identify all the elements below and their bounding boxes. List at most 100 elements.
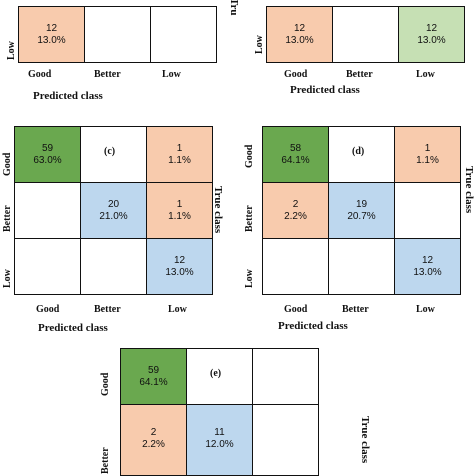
matrix-cell: 2 2.2%	[120, 404, 187, 476]
x-tick-label: Good	[28, 69, 52, 80]
cell-count: 2	[292, 198, 299, 210]
matrix-cell	[394, 182, 461, 239]
y-axis-label: True class	[212, 186, 224, 234]
matrix-cell	[252, 348, 319, 405]
cell-value: 59 64.1%	[121, 365, 186, 389]
matrix-cell	[80, 238, 147, 295]
cell-value: 12 13.0%	[395, 255, 460, 279]
cell-count: 12	[421, 254, 434, 266]
matrix-cell: 1 1.1%	[146, 182, 213, 239]
x-axis-label: Predicted class	[33, 90, 103, 102]
cell-count: 12	[173, 254, 186, 266]
cell-percent: 13.0%	[417, 34, 446, 46]
cell-value: 1 1.1%	[147, 199, 212, 223]
y-axis-label: True class	[359, 416, 371, 464]
cell-percent: 12.0%	[205, 439, 234, 450]
cell-value: 1 1.1%	[395, 143, 460, 167]
cell-value: 59 63.0%	[15, 143, 80, 167]
x-tick-label: Better	[342, 304, 369, 315]
y-tick-label: Better	[2, 205, 13, 232]
y-tick-label: Good	[100, 372, 111, 396]
matrix-cell	[252, 404, 319, 476]
panel-tag: (e)	[210, 368, 222, 379]
cell-percent: 1.1%	[168, 210, 191, 222]
cell-percent: 21.0%	[99, 210, 128, 222]
matrix-cell: 1 1.1%	[394, 126, 461, 183]
cell-count: 19	[355, 198, 368, 210]
matrix-cell: 59 64.1%	[120, 348, 187, 405]
matrix-cell: 12 13.0%	[394, 238, 461, 295]
x-tick-label: Good	[284, 69, 308, 80]
cell-count: 2	[150, 427, 157, 438]
cell-value: 12 13.0%	[147, 255, 212, 279]
cell-value: 2 2.2%	[121, 427, 186, 451]
y-tick-label: Low	[244, 269, 255, 288]
x-tick-label: Low	[162, 69, 181, 80]
cell-count: 1	[424, 142, 431, 154]
cell-percent: 13.0%	[413, 266, 442, 278]
x-tick-label: Low	[168, 304, 187, 315]
x-tick-label: Better	[94, 304, 121, 315]
cell-value: 19 20.7%	[329, 199, 394, 223]
cell-percent: 13.0%	[37, 34, 66, 46]
y-tick-label: Low	[2, 269, 13, 288]
panel-tag: (d)	[352, 146, 365, 157]
matrix-cell: 11 12.0%	[186, 404, 253, 476]
matrix-cell: 1 1.1%	[146, 126, 213, 183]
matrix-cell	[84, 6, 151, 63]
matrix-cell	[328, 238, 395, 295]
cell-count: 59	[41, 142, 54, 154]
matrix-cell: 2 2.2%	[262, 182, 329, 239]
cell-percent: 2.2%	[284, 210, 307, 222]
cell-count: 20	[107, 198, 120, 210]
cell-value: 12 13.0%	[19, 23, 84, 47]
cell-value: 12 13.0%	[267, 23, 332, 47]
x-axis-label: Predicted class	[278, 320, 348, 332]
matrix-cell: 12 13.0%	[398, 6, 465, 63]
cell-count: 12	[45, 22, 58, 34]
x-tick-label: Better	[94, 69, 121, 80]
cell-count: 59	[147, 364, 160, 376]
matrix-cell	[262, 238, 329, 295]
x-tick-label: Good	[36, 304, 60, 315]
cell-percent: 64.1%	[281, 154, 310, 166]
x-tick-label: Better	[346, 69, 373, 80]
cell-percent: 13.0%	[285, 34, 314, 46]
cell-percent: 1.1%	[416, 154, 439, 166]
x-axis-label: Predicted class	[290, 84, 360, 96]
matrix-cell	[80, 126, 147, 183]
matrix-cell: 59 63.0%	[14, 126, 81, 183]
matrix-cell	[14, 238, 81, 295]
matrix-cell: 20 21.0%	[80, 182, 147, 239]
panel-tag: (c)	[104, 146, 116, 157]
cell-count: 12	[425, 22, 438, 34]
cell-count: 58	[289, 142, 302, 154]
cell-count: 11	[214, 427, 225, 438]
y-tick-label: Low	[254, 35, 265, 54]
y-tick-label: Better	[244, 205, 255, 232]
matrix-cell	[332, 6, 399, 63]
x-tick-label: Good	[284, 304, 308, 315]
cell-count: 1	[176, 198, 183, 210]
cell-percent: 20.7%	[347, 210, 376, 222]
x-tick-label: Low	[416, 69, 435, 80]
cell-count: 1	[176, 142, 183, 154]
cell-percent: 2.2%	[142, 439, 165, 450]
matrix-cell: 12 13.0%	[266, 6, 333, 63]
x-axis-label: Predicted class	[38, 322, 108, 334]
matrix-cell: 12 13.0%	[146, 238, 213, 295]
matrix-cell	[14, 182, 81, 239]
cell-value: 12 13.0%	[399, 23, 464, 47]
cell-count: 12	[293, 22, 306, 34]
matrix-cell: 12 13.0%	[18, 6, 85, 63]
y-axis-label: True class	[463, 166, 474, 214]
cell-value: 11 12.0%	[187, 427, 252, 451]
cell-percent: 1.1%	[168, 154, 191, 166]
matrix-cell: 58 64.1%	[262, 126, 329, 183]
cell-percent: 63.0%	[33, 154, 62, 166]
x-tick-label: Low	[416, 304, 435, 315]
matrix-cell: 19 20.7%	[328, 182, 395, 239]
cell-value: 2 2.2%	[263, 199, 328, 223]
y-tick-label: Good	[244, 144, 255, 168]
